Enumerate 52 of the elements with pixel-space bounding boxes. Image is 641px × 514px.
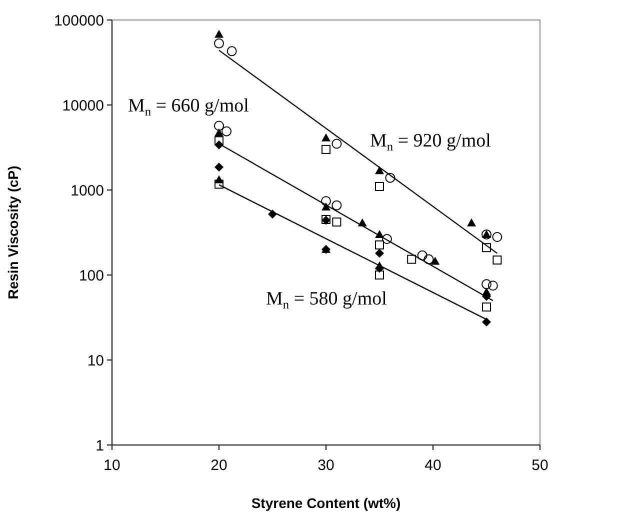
point [407,254,416,264]
point [488,280,498,291]
point [332,200,342,210]
x-tick-label: 40 [424,457,442,474]
y-tick-label: 10000 [62,97,104,114]
point [332,138,342,149]
y-tick-label: 10 [87,352,104,370]
point [214,136,224,146]
point [482,302,491,312]
point [382,234,392,244]
y-axis-title: Resin Viscosity (cP) [5,166,21,300]
point [492,232,502,242]
point [385,172,396,183]
point [321,196,331,206]
y-tick-label: 1000 [70,182,104,200]
point [430,256,440,265]
point [482,288,491,296]
point [375,248,384,258]
point [214,175,224,184]
y-tick-label: 1 [96,437,104,454]
point [226,46,237,56]
point [424,254,434,264]
point [214,30,224,38]
point [214,180,224,189]
x-axis-title: Styrene Content (wt%) [251,495,401,511]
point [221,126,232,136]
point [214,120,224,131]
point [332,218,342,227]
point [322,133,330,142]
point [375,270,384,280]
y-tick-label: 100000 [54,12,104,30]
point [417,250,428,260]
point [375,166,384,174]
x-tick-label: 50 [532,457,548,474]
point [492,256,502,265]
point [482,279,492,290]
point [214,162,224,172]
point [482,317,491,326]
point [482,243,491,252]
point [214,128,224,136]
annotation: M$_{n}$ = 580 g/mol [266,288,387,312]
x-tick-label: 20 [210,457,228,474]
annotation: M$_{n}$ = 660 g/mol [128,96,249,119]
point [467,218,476,226]
y-tick-label: 100 [78,267,104,284]
point [375,182,384,191]
x-tick-label: 30 [318,457,334,474]
x-tick-label: 10 [104,457,120,474]
point [214,38,224,48]
point [375,240,384,250]
annotation: M$_{n}$ = 920 g/mol [370,130,491,154]
point [322,144,330,154]
